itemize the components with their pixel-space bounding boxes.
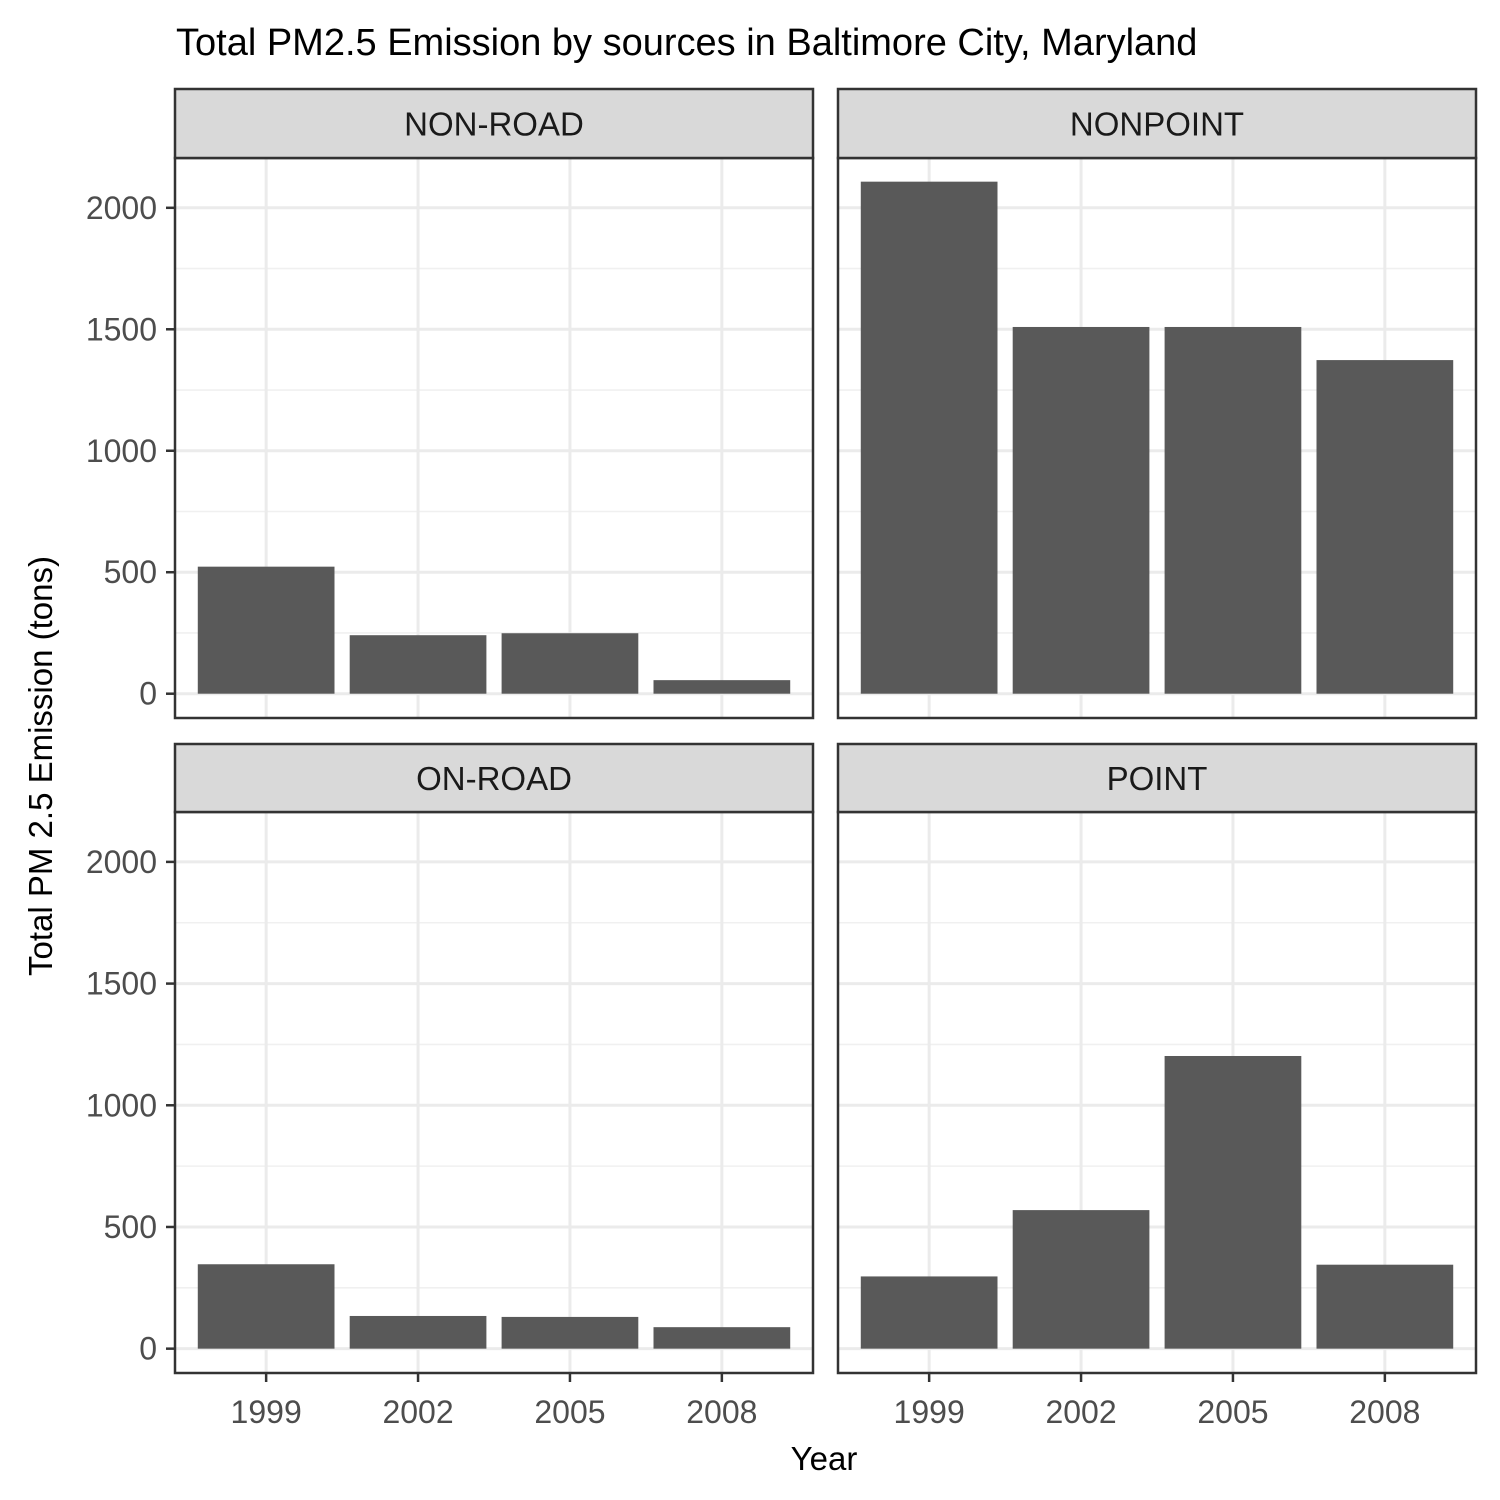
bar — [1012, 1210, 1150, 1349]
bar — [349, 635, 487, 694]
bar — [1316, 360, 1454, 694]
y-tick-label: 2000 — [86, 190, 157, 226]
y-tick-label: 1500 — [86, 966, 157, 1002]
bar — [860, 181, 998, 694]
bar — [1012, 326, 1150, 694]
bar — [501, 1316, 639, 1349]
bar — [860, 1276, 998, 1349]
facet-panel: NONPOINT — [836, 87, 1478, 720]
x-axis-title: Year — [791, 1440, 858, 1477]
facet-strip — [173, 87, 815, 160]
bar — [197, 566, 335, 694]
y-tick-label: 1000 — [86, 433, 157, 469]
x-tick-label: 2005 — [534, 1394, 605, 1430]
facet-strip — [836, 742, 1478, 814]
y-tick-label: 1500 — [86, 311, 157, 347]
bar — [501, 633, 639, 694]
facet-strip-label: ON-ROAD — [416, 760, 572, 797]
x-tick-label: 2002 — [382, 1394, 453, 1430]
bar — [349, 1315, 487, 1349]
x-tick-label: 2008 — [1349, 1394, 1420, 1430]
x-tick-label: 2005 — [1197, 1394, 1268, 1430]
y-tick-label: 500 — [104, 554, 157, 590]
facet-strip — [173, 742, 815, 814]
x-tick-label: 2008 — [686, 1394, 757, 1430]
facet-panels: NON-ROAD 0 500 1000 1500 2000 NONPOINT ON-ROAD 0… — [86, 87, 1478, 1430]
bar — [1316, 1264, 1454, 1349]
bar — [1164, 326, 1302, 694]
x-tick-label: 1999 — [894, 1394, 965, 1430]
bar — [653, 1327, 791, 1349]
y-tick-label: 1000 — [86, 1087, 157, 1123]
bar — [1164, 1055, 1302, 1349]
facet-strip-label: NON-ROAD — [404, 106, 584, 143]
facet-panel: ON-ROAD 0 500 1000 1500 2000 1999 2002 2005 2008 — [86, 742, 815, 1430]
y-axis-title: Total PM 2.5 Emission (tons) — [22, 556, 59, 976]
y-tick-label: 2000 — [86, 844, 157, 880]
chart-title: Total PM2.5 Emission by sources in Balti… — [176, 22, 1197, 64]
facet-panel: POINT 1999 2002 2005 2008 — [836, 742, 1478, 1430]
x-tick-label: 2002 — [1045, 1394, 1116, 1430]
x-tick-label: 1999 — [231, 1394, 302, 1430]
facet-strip-label: POINT — [1107, 760, 1208, 797]
facet-strip-label: NONPOINT — [1070, 106, 1244, 143]
bar — [653, 680, 791, 694]
facet-panel: NON-ROAD 0 500 1000 1500 2000 — [86, 87, 815, 720]
y-tick-label: 0 — [139, 676, 157, 712]
y-tick-label: 0 — [139, 1331, 157, 1367]
facet-strip — [836, 87, 1478, 160]
bar — [197, 1264, 335, 1349]
y-tick-label: 500 — [104, 1209, 157, 1245]
